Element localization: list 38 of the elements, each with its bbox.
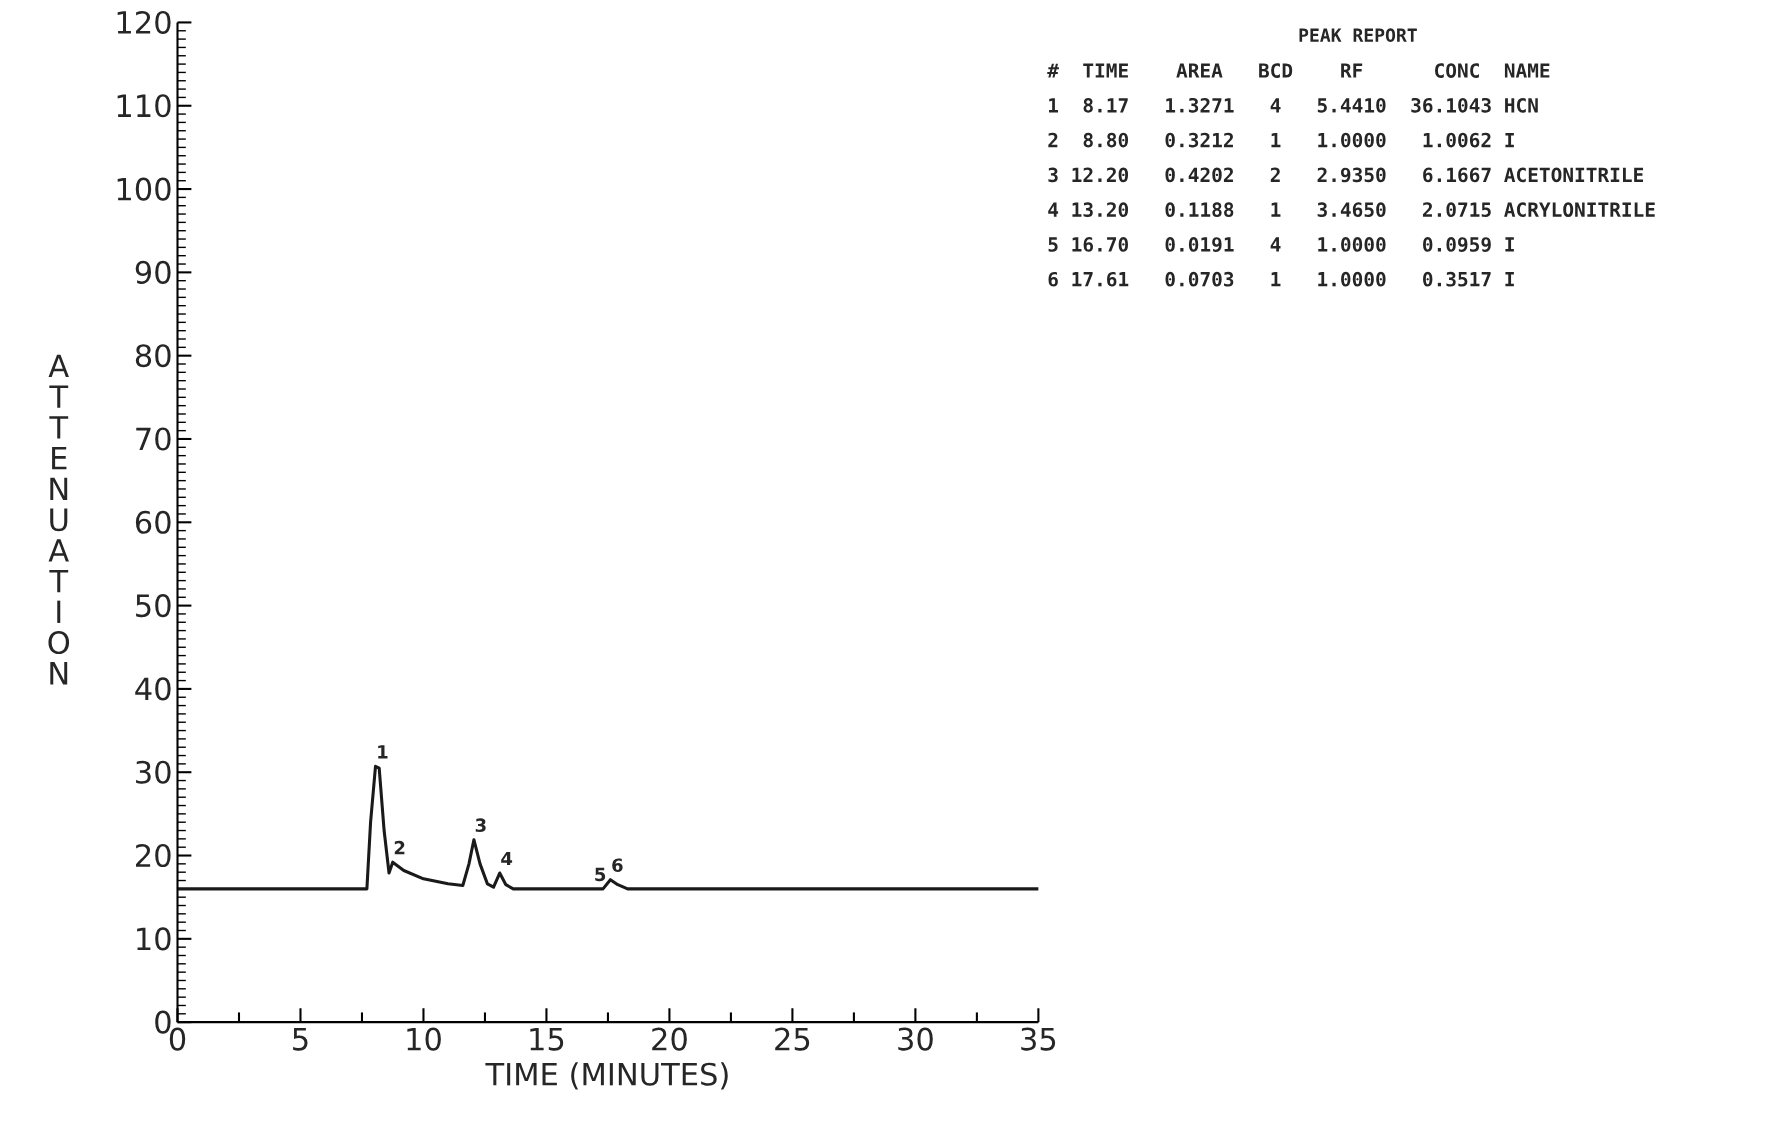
- x-tick-label: 0: [169, 1027, 186, 1051]
- y-tick-label: 0: [155, 1010, 171, 1034]
- x-tick-label: 5: [293, 1027, 308, 1051]
- x-axis-title: TIME (MINUTES): [485, 1062, 728, 1090]
- y-tick-label: 70: [136, 427, 171, 451]
- x-tick-label: 15: [530, 1027, 564, 1051]
- annotation: 1: [378, 745, 388, 759]
- text: # TIME AREA BCD RF CONC NAME: [1047, 63, 1550, 78]
- y-tick-label: 60: [135, 510, 171, 534]
- y-tick-label: 90: [135, 260, 171, 284]
- text: 4 13.20 0.1188 1 3.4650 2.0715 ACRYLONITRILE: [1048, 202, 1655, 218]
- text: 1 8.17 1.3271 4 5.4410 36.1043 HCN: [1049, 97, 1538, 113]
- text: PEAK REPORT: [1299, 28, 1417, 43]
- annotation: 4: [501, 851, 513, 866]
- annotation: 2: [394, 840, 405, 855]
- x-tick-label: 25: [775, 1027, 810, 1051]
- annotation: 3: [475, 818, 486, 833]
- y-tick-label: 120: [117, 10, 171, 35]
- x-tick-label: 10: [407, 1027, 441, 1051]
- y-tick-label: 100: [117, 177, 171, 201]
- text: 2 8.80 0.3212 1 1.0000 1.0062 I: [1048, 132, 1514, 148]
- text: 6 17.61 0.0703 1 1.0000 0.3517 I: [1048, 271, 1514, 287]
- y-tick-label: 80: [135, 344, 171, 368]
- text: 5 16.70 0.0191 4 1.0000 0.0959 I: [1048, 237, 1514, 252]
- annotation: 6: [612, 858, 623, 873]
- x-tick-label: 30: [898, 1027, 933, 1051]
- text: ATTENUATION: [48, 354, 70, 685]
- y-tick-label: 10: [137, 927, 171, 951]
- text: 3 12.20 0.4202 2 2.9350 6.1667 ACETONITRILE: [1048, 167, 1643, 183]
- x-tick-label: 35: [1021, 1027, 1056, 1051]
- y-tick-label: 110: [117, 94, 171, 118]
- y-tick-label: 50: [136, 594, 171, 618]
- y-tick-label: 30: [136, 760, 171, 784]
- y-tick-label: 40: [135, 677, 171, 701]
- x-tick-label: 20: [652, 1027, 687, 1051]
- annotation: 5: [595, 867, 606, 882]
- y-tick-label: 20: [136, 843, 171, 868]
- line-series: [177, 764, 1039, 891]
